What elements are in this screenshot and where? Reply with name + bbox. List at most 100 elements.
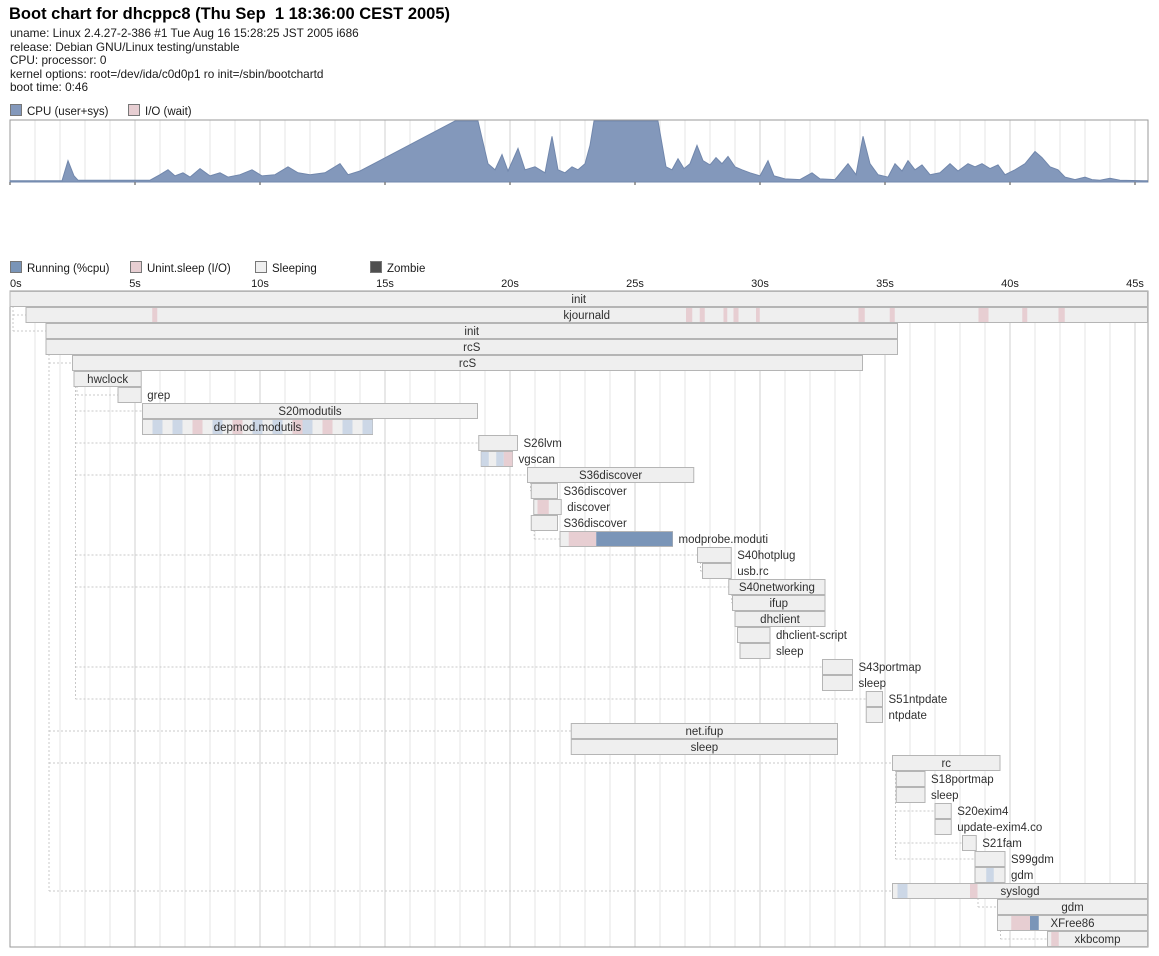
process-label: rcS (459, 358, 477, 370)
cpu-legend-item: I/O (wait) (128, 104, 192, 118)
process-legend-label: Zombie (387, 263, 426, 275)
process-bar (697, 547, 732, 563)
time-axis-label: 30s (751, 278, 769, 290)
time-axis-label: 15s (376, 278, 394, 290)
process-bar (478, 435, 518, 451)
process-bar (962, 835, 977, 851)
process-label: S36discover (564, 518, 627, 530)
process-label: S36discover (564, 486, 627, 498)
time-axis-label: 20s (501, 278, 519, 290)
process-label: gdm (1011, 870, 1033, 882)
process-bar (997, 899, 1148, 915)
process-label: S20modutils (278, 406, 342, 418)
process-state-segment (192, 420, 203, 434)
process-label: grep (147, 390, 170, 402)
process-state-segment (1011, 916, 1030, 930)
process-bar (73, 371, 142, 387)
process-label: XFree86 (1050, 918, 1094, 930)
time-axis-label: 25s (626, 278, 644, 290)
process-state-segment (537, 500, 549, 514)
time-axis-label: 35s (876, 278, 894, 290)
process-label: net.ifup (686, 726, 724, 738)
process-label: S36discover (579, 470, 642, 482)
process-bar (25, 307, 1148, 323)
process-bar (570, 723, 838, 739)
process-bar (892, 755, 1001, 771)
process-label: syslogd (1001, 886, 1040, 898)
process-state-segment (1051, 932, 1059, 946)
process-chart-legend: Running (%cpu) Unint.sleep (I/O) Sleeping Z… (10, 261, 610, 275)
process-bar (570, 739, 838, 755)
system-info: uname: Linux 2.4.27-2-386 #1 Tue Aug 16 … (10, 26, 359, 95)
process-state-segment (970, 884, 978, 898)
process-bar (728, 579, 826, 595)
process-bar (737, 627, 771, 643)
process-bar (739, 643, 771, 659)
process-label: S26lvm (524, 438, 562, 450)
process-legend-swatch-icon (255, 261, 267, 273)
process-state-segment (212, 420, 223, 434)
process-state-segment (889, 308, 895, 322)
process-legend-swatch-icon (130, 261, 142, 273)
cpu-legend-label: I/O (wait) (145, 106, 192, 118)
process-state-segment (733, 308, 739, 322)
process-label: modprobe.moduti (679, 534, 769, 546)
process-legend-swatch-icon (10, 261, 22, 273)
process-legend-item: Sleeping (255, 261, 317, 275)
process-label: hwclock (87, 374, 128, 386)
process-state-segment (152, 308, 158, 322)
process-state-segment (686, 308, 693, 322)
process-label: vgscan (519, 454, 555, 466)
process-bar (142, 403, 478, 419)
process-state-segment (897, 884, 908, 898)
info-line-cpu: CPU: processor: 0 (10, 53, 107, 68)
process-label: sleep (691, 742, 719, 754)
process-bar (530, 515, 558, 531)
process-state-segment (232, 420, 243, 434)
time-axis-label: 40s (1001, 278, 1019, 290)
process-bar (9, 291, 1148, 307)
cpu-legend-label: CPU (user+sys) (27, 106, 109, 118)
process-bar (45, 323, 898, 339)
process-state-segment (322, 420, 333, 434)
time-axis-label: 10s (251, 278, 269, 290)
process-bar (934, 819, 952, 835)
process-state-segment (503, 452, 513, 466)
process-state-segment (756, 308, 760, 322)
process-label: ifup (769, 598, 788, 610)
process-bar (822, 675, 853, 691)
process-bar (865, 691, 883, 707)
process-state-segment (172, 420, 183, 434)
process-label: sleep (776, 646, 804, 658)
process-label: ntpdate (889, 710, 927, 722)
process-bar (527, 467, 695, 483)
process-label: gdm (1061, 902, 1083, 914)
info-line-kernel-options: kernel options: root=/dev/ida/c0d0p1 ro … (10, 66, 324, 81)
process-state-segment (272, 420, 283, 434)
process-bar (734, 611, 826, 627)
process-legend-item: Running (%cpu) (10, 261, 109, 275)
process-label: dhclient (760, 614, 800, 626)
process-state-segment (496, 452, 504, 466)
info-line-boot-time: boot time: 0:46 (10, 80, 89, 95)
process-state-segment (1058, 308, 1065, 322)
process-label: kjournald (563, 310, 610, 322)
process-state-segment (568, 532, 597, 546)
process-state-segment (978, 308, 989, 322)
process-bar (530, 483, 558, 499)
process-state-segment (481, 452, 489, 466)
process-legend-label: Running (%cpu) (27, 263, 110, 275)
cpu-chart-legend: CPU (user+sys) I/O (wait) (10, 104, 410, 118)
process-label: S21fam (982, 838, 1022, 850)
process-state-segment (1030, 916, 1039, 930)
process-label: rc (941, 758, 951, 770)
process-label: init (571, 294, 587, 306)
process-state-segment (1022, 308, 1028, 322)
process-label: usb.rc (737, 566, 769, 578)
process-label: sleep (931, 790, 959, 802)
cpu-legend-item: CPU (user+sys) (10, 104, 108, 118)
process-bar (895, 771, 926, 787)
process-bar (1047, 931, 1148, 947)
process-state-segment (152, 420, 163, 434)
